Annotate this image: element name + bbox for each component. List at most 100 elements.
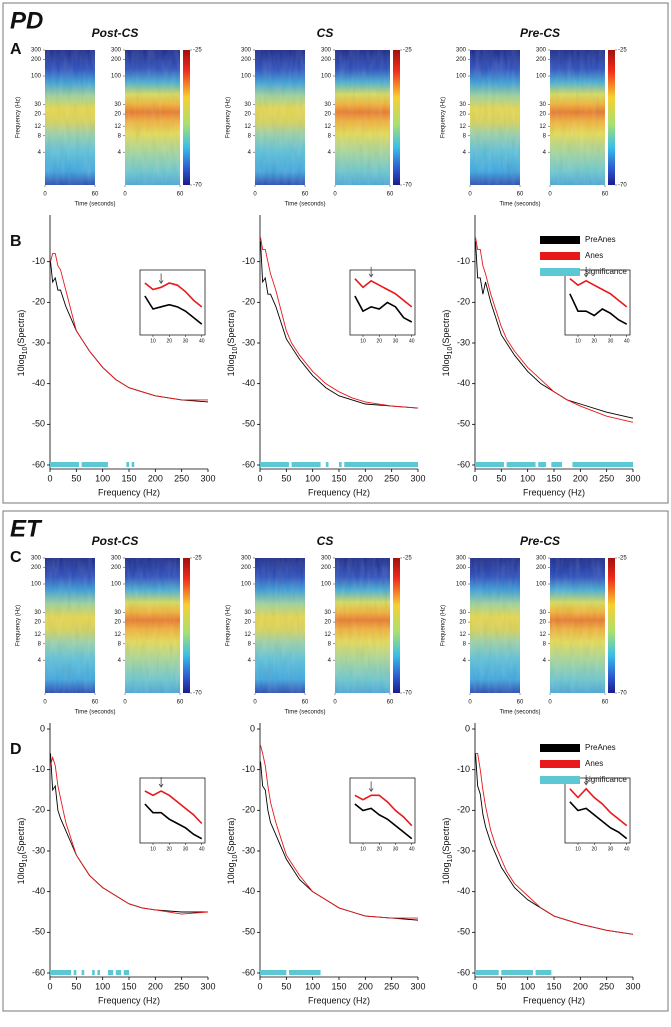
legend-swatch bbox=[540, 252, 580, 260]
y-tick-label: 100 bbox=[111, 74, 122, 80]
y-tick-label: -20 bbox=[32, 805, 45, 815]
y-tick-label: 12 bbox=[539, 124, 546, 130]
colorbar bbox=[393, 50, 400, 185]
y-axis-label-part: 10log bbox=[441, 862, 451, 884]
colorbar-label: -25 bbox=[193, 556, 202, 562]
y-tick-label: 30 bbox=[244, 102, 251, 108]
y-axis-label: 10log10(Spectra) bbox=[441, 818, 453, 885]
x-tick-label: 250 bbox=[384, 473, 399, 483]
y-tick-label: 12 bbox=[114, 124, 121, 130]
spectrum-line bbox=[50, 253, 208, 401]
y-tick-label: 300 bbox=[241, 48, 252, 54]
y-tick-label: 4 bbox=[543, 658, 547, 664]
y-axis-label: Frequency (Hz) bbox=[16, 605, 22, 646]
y-tick-label: 300 bbox=[111, 48, 122, 54]
condition-title: Post-CS bbox=[92, 26, 139, 40]
y-tick-label: 12 bbox=[114, 632, 121, 638]
x-tick-label: 100 bbox=[305, 981, 320, 991]
significance-bar bbox=[260, 970, 287, 975]
significance-bar bbox=[538, 462, 547, 467]
y-axis-label-part: 10log bbox=[16, 354, 26, 376]
y-tick-label: -60 bbox=[242, 459, 255, 469]
y-tick-label: 30 bbox=[34, 102, 41, 108]
y-tick-label: 300 bbox=[241, 556, 252, 562]
y-tick-label: -60 bbox=[457, 967, 470, 977]
x-tick-label: 0 bbox=[333, 192, 337, 198]
significance-bar bbox=[260, 462, 289, 467]
spectrogram-texture bbox=[255, 50, 305, 185]
y-tick-label: -60 bbox=[242, 967, 255, 977]
x-axis-label: Frequency (Hz) bbox=[98, 487, 160, 497]
x-tick-label: 200 bbox=[148, 981, 163, 991]
y-tick-label: 8 bbox=[38, 641, 42, 647]
panel-letter: A bbox=[10, 41, 22, 58]
y-tick-label: -20 bbox=[457, 805, 470, 815]
condition-title: Pre-CS bbox=[520, 534, 560, 548]
legend-label: significance bbox=[585, 267, 627, 276]
inset-x-tick-label: 10 bbox=[575, 846, 581, 852]
significance-bar bbox=[344, 462, 418, 467]
y-tick-label: 8 bbox=[328, 133, 332, 139]
y-axis-label-part: (Spectra) bbox=[441, 310, 451, 347]
y-tick-label: 20 bbox=[114, 112, 121, 118]
y-tick-label: 4 bbox=[118, 658, 122, 664]
y-tick-label: 20 bbox=[539, 112, 546, 118]
condition-title: Pre-CS bbox=[520, 26, 560, 40]
y-tick-label: -10 bbox=[242, 256, 255, 266]
significance-bar bbox=[97, 970, 101, 975]
y-tick-label: -50 bbox=[32, 927, 45, 937]
y-tick-label: -50 bbox=[457, 927, 470, 937]
x-tick-label: 250 bbox=[599, 981, 614, 991]
x-tick-label: 60 bbox=[177, 192, 184, 198]
y-tick-label: 20 bbox=[244, 112, 251, 118]
y-tick-label: 4 bbox=[248, 658, 252, 664]
inset-x-tick-label: 40 bbox=[624, 846, 630, 852]
x-tick-label: 150 bbox=[121, 473, 136, 483]
inset-line bbox=[569, 278, 628, 308]
x-tick-label: 0 bbox=[123, 700, 127, 706]
y-axis-label: 10log10(Spectra) bbox=[441, 310, 453, 377]
y-tick-label: 4 bbox=[118, 150, 122, 156]
y-tick-label: 30 bbox=[114, 102, 121, 108]
spectrogram-texture bbox=[470, 50, 520, 185]
y-tick-label: 4 bbox=[38, 150, 42, 156]
y-axis-label: Frequency (Hz) bbox=[226, 605, 232, 646]
x-tick-label: 200 bbox=[358, 473, 373, 483]
x-axis-label: Frequency (Hz) bbox=[308, 487, 370, 497]
y-tick-label: -50 bbox=[32, 419, 45, 429]
y-tick-label: -10 bbox=[457, 256, 470, 266]
x-tick-label: 60 bbox=[602, 192, 609, 198]
y-tick-label: 300 bbox=[321, 556, 332, 562]
y-axis-label-part: 10log bbox=[226, 354, 236, 376]
spectrogram-texture bbox=[255, 558, 305, 693]
y-tick-label: 30 bbox=[114, 610, 121, 616]
x-tick-label: 0 bbox=[253, 700, 257, 706]
inset-x-tick-label: 30 bbox=[183, 846, 189, 852]
y-tick-label: -60 bbox=[32, 967, 45, 977]
x-tick-label: 250 bbox=[174, 473, 189, 483]
x-tick-label: 50 bbox=[71, 981, 81, 991]
y-axis-label: 10log10(Spectra) bbox=[16, 818, 28, 885]
y-tick-label: -30 bbox=[242, 845, 255, 855]
x-axis-label: Time (seconds) bbox=[74, 710, 115, 716]
inset-x-tick-label: 10 bbox=[150, 846, 156, 852]
y-axis-label: Frequency (Hz) bbox=[16, 97, 22, 138]
y-tick-label: 20 bbox=[244, 620, 251, 626]
y-axis-label-part: 10 bbox=[447, 854, 454, 862]
y-axis-label-part: 10 bbox=[447, 346, 454, 354]
x-tick-label: 60 bbox=[517, 700, 524, 706]
x-tick-label: 100 bbox=[95, 473, 110, 483]
x-tick-label: 60 bbox=[92, 192, 99, 198]
colorbar-label: -70 bbox=[193, 691, 202, 697]
legend-swatch bbox=[540, 776, 580, 784]
x-tick-label: 250 bbox=[174, 981, 189, 991]
y-tick-label: 200 bbox=[456, 57, 467, 63]
spectrogram-texture bbox=[335, 558, 390, 693]
y-axis-label-part: 10 bbox=[232, 346, 239, 354]
y-tick-label: 20 bbox=[114, 620, 121, 626]
x-tick-label: 300 bbox=[410, 473, 425, 483]
colorbar bbox=[608, 50, 615, 185]
arrow bbox=[158, 273, 164, 285]
arrow bbox=[368, 266, 374, 278]
x-tick-label: 60 bbox=[302, 192, 309, 198]
